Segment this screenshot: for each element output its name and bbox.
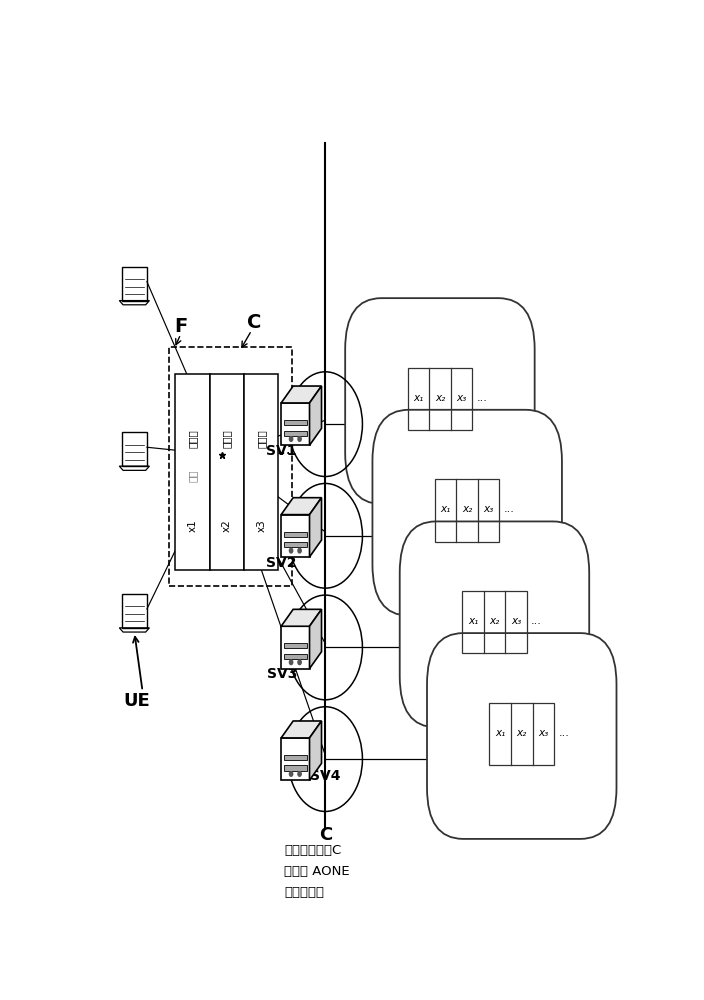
Text: ···: ···	[276, 447, 291, 462]
Text: x₂: x₂	[517, 728, 527, 738]
Polygon shape	[281, 498, 322, 515]
Text: 均使用 AONE: 均使用 AONE	[284, 865, 350, 878]
Text: x3: x3	[256, 519, 266, 532]
Polygon shape	[310, 609, 322, 669]
FancyBboxPatch shape	[210, 374, 244, 570]
Polygon shape	[284, 654, 307, 659]
Polygon shape	[281, 721, 322, 738]
Text: x₁: x₁	[495, 728, 505, 738]
Text: x₃: x₃	[456, 393, 467, 403]
Text: UE: UE	[124, 692, 151, 710]
Text: SV4: SV4	[310, 769, 341, 783]
Polygon shape	[284, 542, 307, 547]
Polygon shape	[310, 721, 322, 780]
Polygon shape	[281, 403, 310, 445]
Text: x₃: x₃	[511, 616, 521, 626]
Polygon shape	[281, 609, 322, 626]
Circle shape	[298, 548, 301, 553]
Polygon shape	[284, 420, 307, 425]
Circle shape	[289, 660, 293, 665]
Polygon shape	[284, 532, 307, 537]
Text: 文件: 文件	[187, 470, 198, 482]
FancyBboxPatch shape	[372, 410, 562, 616]
Circle shape	[298, 660, 301, 665]
FancyBboxPatch shape	[400, 521, 589, 727]
Text: 数据片: 数据片	[187, 430, 198, 448]
FancyBboxPatch shape	[345, 298, 534, 504]
Text: SV3: SV3	[267, 667, 297, 681]
Circle shape	[289, 772, 293, 776]
Polygon shape	[284, 431, 307, 436]
FancyBboxPatch shape	[427, 633, 617, 839]
Text: x₃: x₃	[484, 504, 494, 514]
FancyBboxPatch shape	[244, 374, 278, 570]
Polygon shape	[281, 738, 310, 780]
Text: x1: x1	[187, 519, 198, 532]
Text: ...: ...	[477, 393, 487, 403]
Text: x₁: x₁	[413, 393, 424, 403]
Text: SV2: SV2	[266, 556, 297, 570]
Circle shape	[289, 548, 293, 553]
Text: x₁: x₁	[441, 504, 451, 514]
Text: ...: ...	[531, 616, 542, 626]
Circle shape	[289, 437, 293, 441]
Polygon shape	[284, 643, 307, 648]
Text: C: C	[247, 313, 262, 332]
Text: SV1: SV1	[266, 444, 297, 458]
Polygon shape	[281, 626, 310, 669]
Polygon shape	[284, 765, 307, 771]
Text: x2: x2	[222, 519, 232, 532]
Polygon shape	[284, 755, 307, 760]
Text: 进行了加密: 进行了加密	[284, 886, 325, 899]
Text: x₁: x₁	[468, 616, 478, 626]
Text: C: C	[319, 826, 332, 844]
Text: x₂: x₂	[435, 393, 445, 403]
Text: 数据片: 数据片	[222, 430, 232, 448]
Polygon shape	[310, 498, 322, 557]
Text: x₂: x₂	[489, 616, 500, 626]
Text: ...: ...	[558, 728, 570, 738]
Polygon shape	[310, 386, 322, 445]
Polygon shape	[281, 515, 310, 557]
Text: 数据片: 数据片	[256, 430, 266, 448]
Text: x₂: x₂	[462, 504, 472, 514]
Text: 文件数据片，C: 文件数据片，C	[284, 844, 341, 857]
Polygon shape	[281, 386, 322, 403]
Circle shape	[298, 772, 301, 776]
Text: ...: ...	[504, 504, 515, 514]
Circle shape	[298, 437, 301, 441]
FancyBboxPatch shape	[175, 374, 210, 570]
Text: x₃: x₃	[538, 728, 548, 738]
Text: F: F	[174, 317, 187, 336]
